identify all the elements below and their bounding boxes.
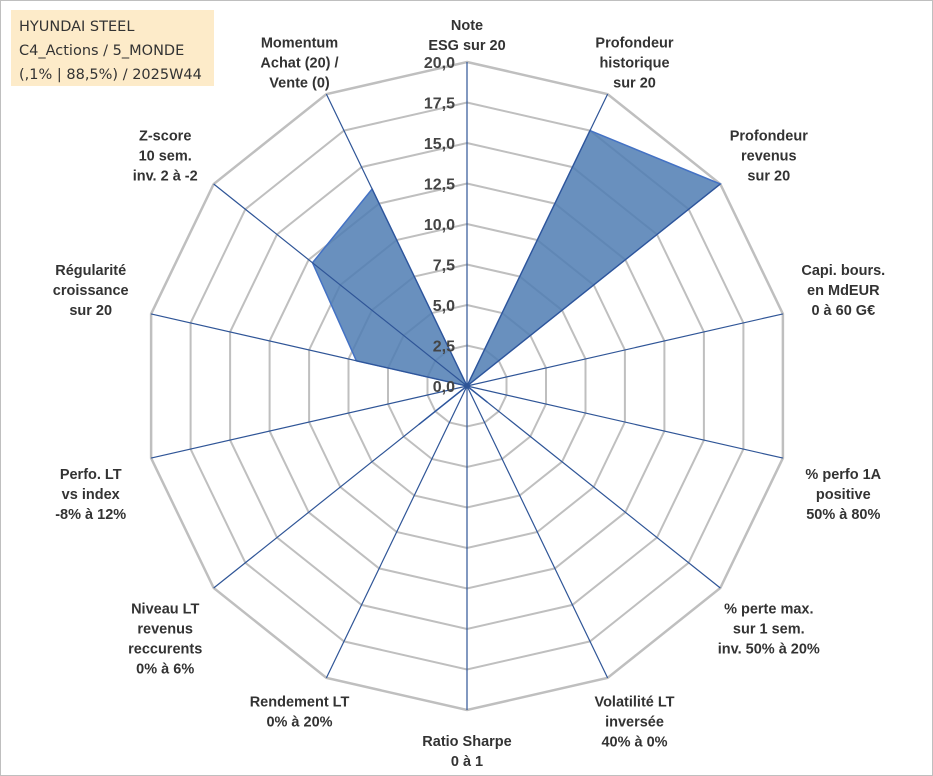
spoke-12 bbox=[213, 183, 468, 387]
radar-series-area bbox=[311, 129, 722, 425]
axis-label-1: Profondeur historique sur 20 bbox=[595, 35, 673, 91]
spoke-6 bbox=[466, 385, 609, 679]
tick-label: 2,5 bbox=[433, 339, 455, 356]
axis-label-7: Ratio Sharpe 0 à 1 bbox=[422, 734, 511, 770]
spoke-1 bbox=[466, 93, 609, 387]
spoke-11 bbox=[150, 313, 468, 387]
radar-axis-labels: Note ESG sur 20 Profondeur historique sur 20… bbox=[53, 18, 885, 770]
spoke-13 bbox=[325, 93, 468, 387]
axis-label-6: Volatilité LT inversée 40% à 0% bbox=[594, 695, 674, 751]
series-area-hyundai-steel bbox=[311, 129, 722, 425]
axis-label-10: Perfo. LT vs index -8% à 12% bbox=[55, 467, 126, 523]
axis-label-3: Capi. bours. en MdEUR 0 à 60 G€ bbox=[801, 263, 885, 319]
axis-label-13: Momentum Achat (20) / Vente (0) bbox=[260, 35, 338, 91]
radar-tick-labels: 0,0 2,5 5,0 7,5 10,0 12,5 15,0 17,5 20,0 bbox=[424, 55, 455, 396]
tick-label: 0,0 bbox=[433, 379, 455, 396]
axis-label-12: Z-score 10 sem. inv. 2 à -2 bbox=[133, 129, 198, 185]
axis-label-9: Niveau LT revenus reccurents 0% à 6% bbox=[128, 602, 202, 678]
info-box: HYUNDAI STEEL C4_Actions / 5_MONDE (,1% … bbox=[11, 10, 214, 86]
radar-spokes bbox=[150, 62, 784, 710]
tick-label: 20,0 bbox=[424, 55, 455, 72]
tick-label: 10,0 bbox=[424, 217, 455, 234]
spoke-2 bbox=[466, 183, 721, 387]
axis-label-8: Rendement LT 0% à 20% bbox=[250, 695, 350, 731]
axis-label-5: % perte max. sur 1 sem. inv. 50% à 20% bbox=[718, 602, 820, 658]
spoke-9 bbox=[213, 385, 468, 589]
spoke-3 bbox=[466, 313, 784, 387]
spoke-8 bbox=[325, 385, 468, 679]
axis-label-4: % perfo 1A positive 50% à 80% bbox=[805, 467, 881, 523]
axis-label-11: Régularité croissance sur 20 bbox=[53, 263, 129, 319]
axis-label-0: Note ESG sur 20 bbox=[428, 18, 505, 54]
tick-label: 17,5 bbox=[424, 96, 455, 113]
spoke-4 bbox=[466, 385, 784, 459]
info-company: HYUNDAI STEEL bbox=[19, 19, 135, 35]
tick-label: 12,5 bbox=[424, 177, 455, 194]
tick-label: 7,5 bbox=[433, 258, 455, 275]
tick-label: 15,0 bbox=[424, 136, 455, 153]
axis-label-2: Profondeur revenus sur 20 bbox=[730, 129, 808, 185]
tick-label: 5,0 bbox=[433, 298, 455, 315]
info-universe: C4_Actions / 5_MONDE bbox=[19, 43, 185, 59]
spoke-5 bbox=[466, 385, 721, 589]
info-period: (,1% | 88,5%) / 2025W44 bbox=[19, 67, 202, 83]
spoke-10 bbox=[150, 385, 468, 459]
